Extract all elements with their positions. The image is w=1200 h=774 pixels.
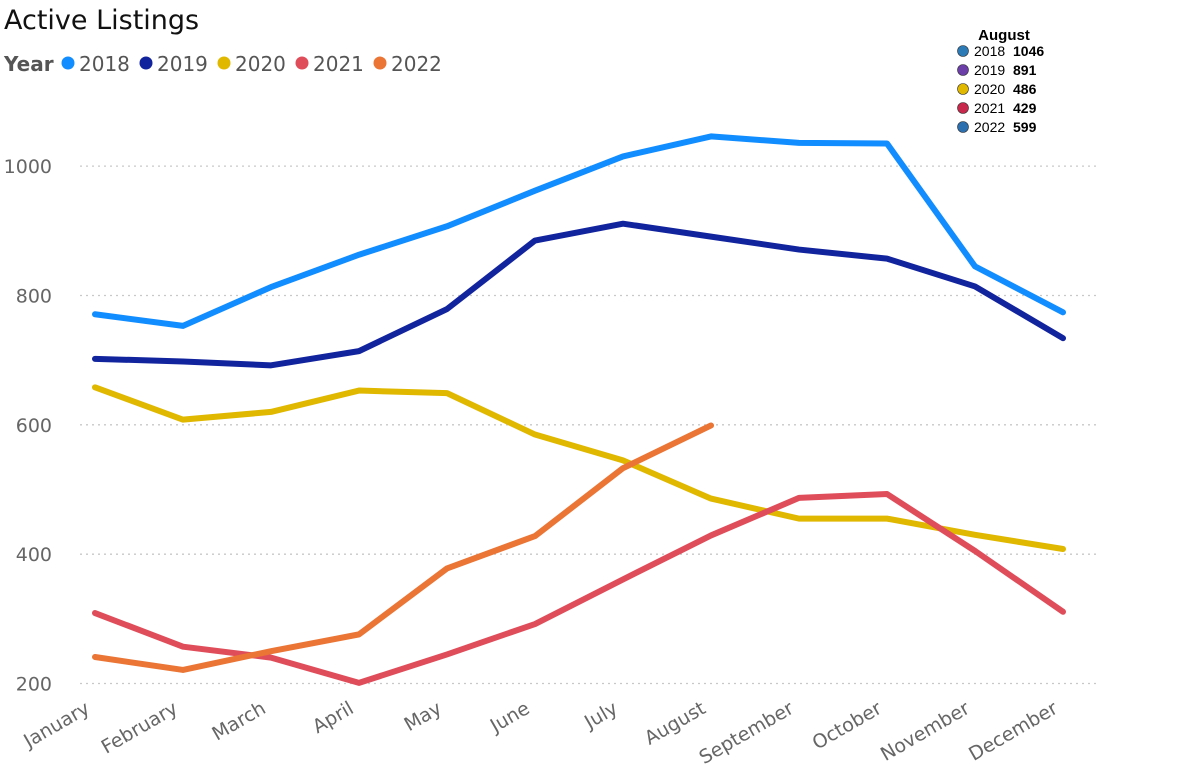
x-tick-label: February (98, 697, 182, 758)
chart-title: Active Listings (4, 5, 199, 36)
x-tick-label: June (486, 697, 534, 737)
legend-label-2019: 2019 (157, 52, 208, 76)
tooltip-marker-2022 (957, 121, 969, 133)
legend-marker-2022 (373, 56, 387, 70)
legend-marker-2020 (217, 56, 231, 70)
tooltip-value: 599 (1013, 119, 1037, 135)
x-tick-label: January (19, 697, 93, 753)
x-tick-label: October (809, 697, 886, 754)
legend-marker-2019 (139, 56, 153, 70)
legend: Year 2018 2019 2020 2021 2022 (3, 52, 442, 76)
legend-marker-2018 (61, 56, 75, 70)
tooltip-value: 891 (1013, 62, 1037, 78)
tooltip-marker-2018 (957, 45, 969, 57)
legend-label-2022: 2022 (391, 52, 442, 76)
tooltip-year: 2021 (974, 100, 1005, 116)
x-tick-label: September (696, 697, 798, 769)
tooltip-value: 1046 (1013, 43, 1044, 59)
series-line-2018 (92, 133, 1066, 329)
tooltip-marker-2019 (957, 64, 969, 76)
tooltip-marker-2020 (957, 83, 969, 95)
tooltip-year: 2018 (974, 43, 1005, 59)
x-tick-label: March (208, 697, 269, 745)
tooltip-year: 2020 (974, 81, 1005, 97)
tooltip: August 2018 1046 2019 891 2020 486 2021 429 2022… (957, 27, 1044, 135)
tooltip-year: 2019 (974, 62, 1005, 78)
series-line-2019 (92, 220, 1066, 369)
x-axis-ticks: January February March April May June July Augu… (19, 697, 1061, 769)
x-tick-label: December (965, 697, 1061, 765)
y-tick-label: 600 (16, 415, 52, 437)
series-line-2020 (92, 384, 1066, 553)
x-tick-label: November (877, 697, 974, 766)
legend-label-2021: 2021 (313, 52, 364, 76)
legend-title: Year (3, 52, 54, 76)
y-tick-label: 1000 (4, 156, 52, 178)
x-tick-label: May (400, 697, 445, 736)
series-line-2022 (92, 422, 714, 673)
legend-marker-2021 (295, 56, 309, 70)
y-tick-label: 200 (16, 674, 52, 696)
tooltip-year: 2022 (974, 119, 1005, 135)
tooltip-value: 486 (1013, 81, 1037, 97)
tooltip-value: 429 (1013, 100, 1037, 116)
x-tick-label: April (309, 697, 358, 738)
gridlines (80, 165, 1098, 685)
series-lines (92, 133, 1066, 686)
x-tick-label: July (580, 697, 621, 734)
legend-label-2020: 2020 (235, 52, 286, 76)
y-tick-label: 400 (16, 544, 52, 566)
x-tick-label: August (641, 697, 710, 749)
y-tick-label: 800 (16, 285, 52, 307)
tooltip-title: August (978, 27, 1030, 44)
legend-label-2018: 2018 (79, 52, 130, 76)
tooltip-marker-2021 (957, 102, 969, 114)
y-axis-ticks: 200 400 600 800 1000 (4, 156, 52, 695)
